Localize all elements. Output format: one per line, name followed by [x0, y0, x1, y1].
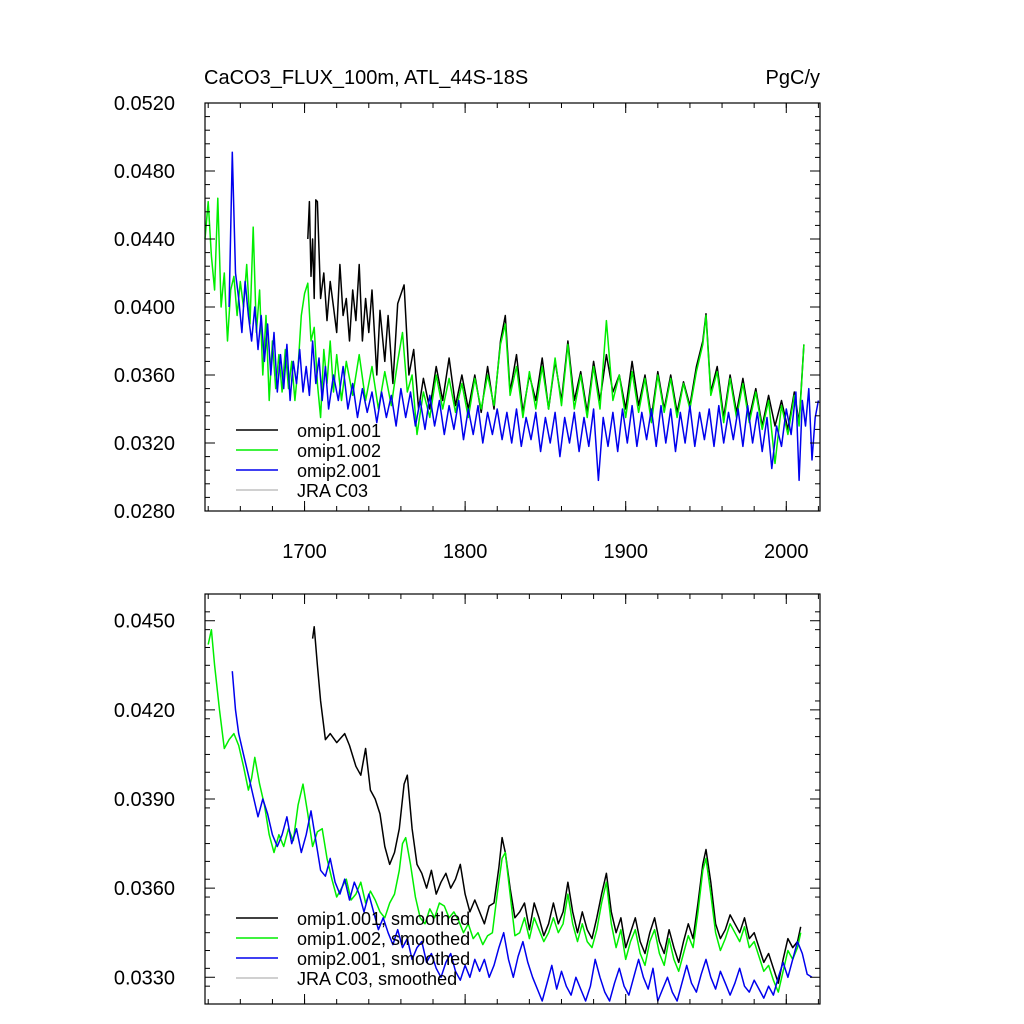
- y-tick-label: 0.0400: [114, 297, 175, 319]
- bottom-series-group: [207, 625, 813, 1002]
- series-line-omip1-001: [311, 625, 802, 984]
- legend-label: omip2.001, smoothed: [297, 949, 470, 969]
- top-plot-frame: [204, 102, 821, 512]
- x-tick-label: 1800: [443, 541, 488, 563]
- x-tick-label: 1700: [282, 541, 327, 563]
- y-tick-label: 0.0320: [114, 433, 175, 455]
- legend-label: omip1.001, smoothed: [297, 909, 470, 929]
- legend-label: omip1.001: [297, 421, 381, 441]
- chart-title: CaCO3_FLUX_100m, ATL_44S-18S: [204, 67, 528, 89]
- bottom-plot-frame: [204, 593, 821, 1005]
- legend-label: JRA C03: [297, 481, 368, 501]
- x-tick-label: 2000: [764, 541, 809, 563]
- y-tick-label: 0.0480: [114, 161, 175, 183]
- y-tick-label: 0.0450: [114, 611, 175, 633]
- legend-label: JRA C03, smoothed: [297, 969, 457, 989]
- y-tick-label: 0.0280: [114, 501, 175, 523]
- top-axes: 0.0520 0.0480 0.0440 0.0400 0.0360 0.0320 0.02…: [114, 93, 820, 563]
- series-line-omip2-001: [231, 671, 813, 1002]
- y-tick-label: 0.0420: [114, 700, 175, 722]
- units-label: PgC/y: [766, 67, 820, 89]
- y-tick-label: 0.0360: [114, 878, 175, 900]
- series-line-omip1-002: [207, 628, 802, 993]
- bottom-axes: 0.0450 0.0420 0.0390 0.0360 0.0330: [114, 593, 820, 1005]
- y-tick-label: 0.0520: [114, 93, 175, 115]
- legend-label: omip1.002, smoothed: [297, 929, 470, 949]
- x-tick-label: 1900: [603, 541, 648, 563]
- y-tick-label: 0.0440: [114, 229, 175, 251]
- y-tick-label: 0.0360: [114, 365, 175, 387]
- y-tick-label: 0.0390: [114, 789, 175, 811]
- top-panel: CaCO3_FLUX_100m, ATL_44S-18S PgC/y omip1…: [114, 67, 821, 563]
- series-line-omip1-002: [204, 197, 805, 465]
- y-tick-label: 0.0330: [114, 967, 175, 989]
- top-series-group: [204, 151, 820, 482]
- legend-label: omip1.002: [297, 441, 381, 461]
- legend-label: omip2.001: [297, 461, 381, 481]
- series-line-omip2-001: [228, 151, 820, 482]
